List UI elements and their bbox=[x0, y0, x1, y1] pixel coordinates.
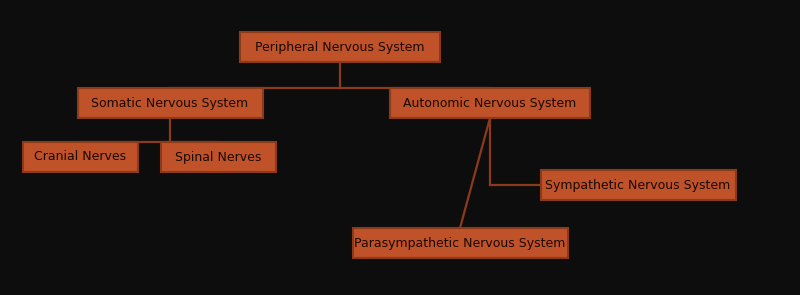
FancyBboxPatch shape bbox=[161, 142, 275, 172]
Text: Sympathetic Nervous System: Sympathetic Nervous System bbox=[546, 178, 730, 191]
Text: Cranial Nerves: Cranial Nerves bbox=[34, 150, 126, 163]
FancyBboxPatch shape bbox=[240, 32, 440, 62]
Text: Autonomic Nervous System: Autonomic Nervous System bbox=[403, 96, 577, 109]
FancyBboxPatch shape bbox=[78, 88, 262, 118]
FancyBboxPatch shape bbox=[541, 170, 735, 200]
Text: Peripheral Nervous System: Peripheral Nervous System bbox=[255, 40, 425, 53]
FancyBboxPatch shape bbox=[22, 142, 138, 172]
FancyBboxPatch shape bbox=[390, 88, 590, 118]
Text: Somatic Nervous System: Somatic Nervous System bbox=[91, 96, 249, 109]
Text: Parasympathetic Nervous System: Parasympathetic Nervous System bbox=[354, 237, 566, 250]
Text: Spinal Nerves: Spinal Nerves bbox=[175, 150, 261, 163]
FancyBboxPatch shape bbox=[353, 228, 567, 258]
